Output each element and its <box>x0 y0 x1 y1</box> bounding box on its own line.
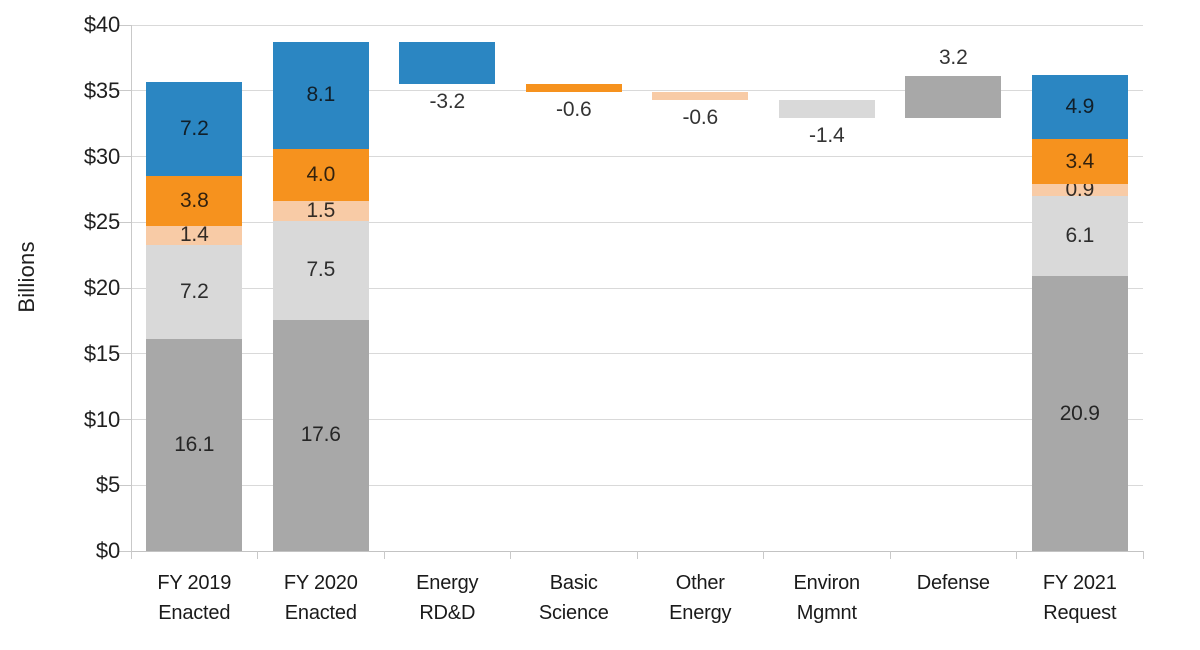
y-axis-tick <box>118 24 131 26</box>
category-label: FY 2019 Enacted <box>131 568 258 628</box>
y-tick-label: $10 <box>83 406 120 432</box>
bar-segment <box>1031 195 1128 277</box>
y-axis-tick <box>118 221 131 223</box>
y-axis-tick <box>118 419 131 420</box>
y-axis-line <box>131 25 132 559</box>
category-label-line: FY 2020 <box>283 572 358 594</box>
x-axis-tick <box>510 551 511 559</box>
bar-segment <box>272 220 369 320</box>
gridline <box>131 221 1143 223</box>
category-label: Other Energy <box>637 568 764 628</box>
category-label: Basic Science <box>511 568 638 628</box>
bar-segment <box>905 76 1002 119</box>
y-axis-tick <box>118 353 131 355</box>
bar-value-label: -0.6 <box>556 98 592 122</box>
bar-value-label: -3.2 <box>429 90 466 114</box>
gridline <box>131 419 1143 420</box>
category-label-line: Energy <box>416 572 479 594</box>
bar-segment <box>146 226 243 245</box>
category-label-line: FY 2021 <box>1042 572 1117 594</box>
category-label-line: RD&D <box>419 602 476 624</box>
bar-segment <box>399 42 496 85</box>
category-label: FY 2020 Enacted <box>258 568 385 628</box>
bar-segment <box>272 319 369 551</box>
x-axis-tick <box>383 551 385 559</box>
y-axis-tick <box>118 90 131 92</box>
gridline <box>131 484 1143 486</box>
category-label-line: Science <box>538 602 609 624</box>
bar-segment <box>146 244 243 340</box>
category-label-line: Enacted <box>158 602 231 624</box>
category-label-line: Basic <box>549 572 598 594</box>
y-axis-tick <box>118 484 131 486</box>
bar-value-label: -1.4 <box>809 124 845 148</box>
category-label: Energy RD&D <box>384 568 511 628</box>
bar-value-label: -0.6 <box>682 105 719 129</box>
y-tick-label: $25 <box>83 209 120 235</box>
category-label-line: Energy <box>669 602 732 624</box>
bar-segment <box>525 84 622 93</box>
category-label-line: Environ <box>793 572 861 594</box>
plot-area: 16.1 7.2 1.4 3.8 7.2 17.6 7.5 1.5 4.0 8.1 -3.2 -0.6… <box>118 24 1144 559</box>
y-tick-label: $15 <box>83 340 120 366</box>
x-axis-tick <box>1016 551 1017 559</box>
y-tick-label: $30 <box>83 143 120 169</box>
gridline <box>131 156 1143 157</box>
bar-segment <box>1031 139 1128 185</box>
category-label-line: FY 2019 <box>157 572 232 594</box>
bar-segment <box>146 339 243 551</box>
bar-segment <box>272 42 369 149</box>
x-axis-tick <box>1142 551 1144 559</box>
y-tick-label: $0 <box>95 538 120 563</box>
gridline <box>131 90 1143 92</box>
x-axis-tick <box>889 551 891 559</box>
bar-value-label: 3.2 <box>938 46 968 70</box>
y-tick-label: $20 <box>83 275 120 300</box>
x-axis-tick <box>257 551 258 559</box>
category-label-line: Other <box>675 572 725 594</box>
category-label: Environ Mgmnt <box>764 568 891 628</box>
x-axis-tick <box>636 551 638 559</box>
y-tick-label: $35 <box>83 77 120 103</box>
category-label: FY 2021 Request <box>1017 568 1144 628</box>
gridline <box>131 287 1143 289</box>
category-label: Defense <box>890 568 1017 598</box>
category-label-line: Mgmnt <box>796 602 857 624</box>
y-tick-label: $40 <box>83 12 120 37</box>
category-label-line: Defense <box>916 572 990 594</box>
bar-segment <box>1031 184 1128 196</box>
gridline <box>131 353 1143 355</box>
category-label-line: Enacted <box>284 602 357 624</box>
category-label-line: Request <box>1043 602 1117 624</box>
y-axis-tick <box>118 550 131 552</box>
bar-segment <box>272 148 369 202</box>
x-axis-tick <box>763 551 764 559</box>
bar-segment <box>1031 74 1128 140</box>
bar-segment <box>146 176 243 227</box>
y-axis-tick <box>118 287 131 289</box>
y-tick-label: $5 <box>95 472 120 498</box>
gridline <box>131 24 1143 26</box>
bar-segment <box>146 81 243 177</box>
bar-segment <box>652 92 749 100</box>
bar-segment <box>778 99 875 119</box>
bar-segment <box>272 201 369 221</box>
bar-segment <box>1031 276 1128 551</box>
y-axis-tick <box>118 156 131 157</box>
